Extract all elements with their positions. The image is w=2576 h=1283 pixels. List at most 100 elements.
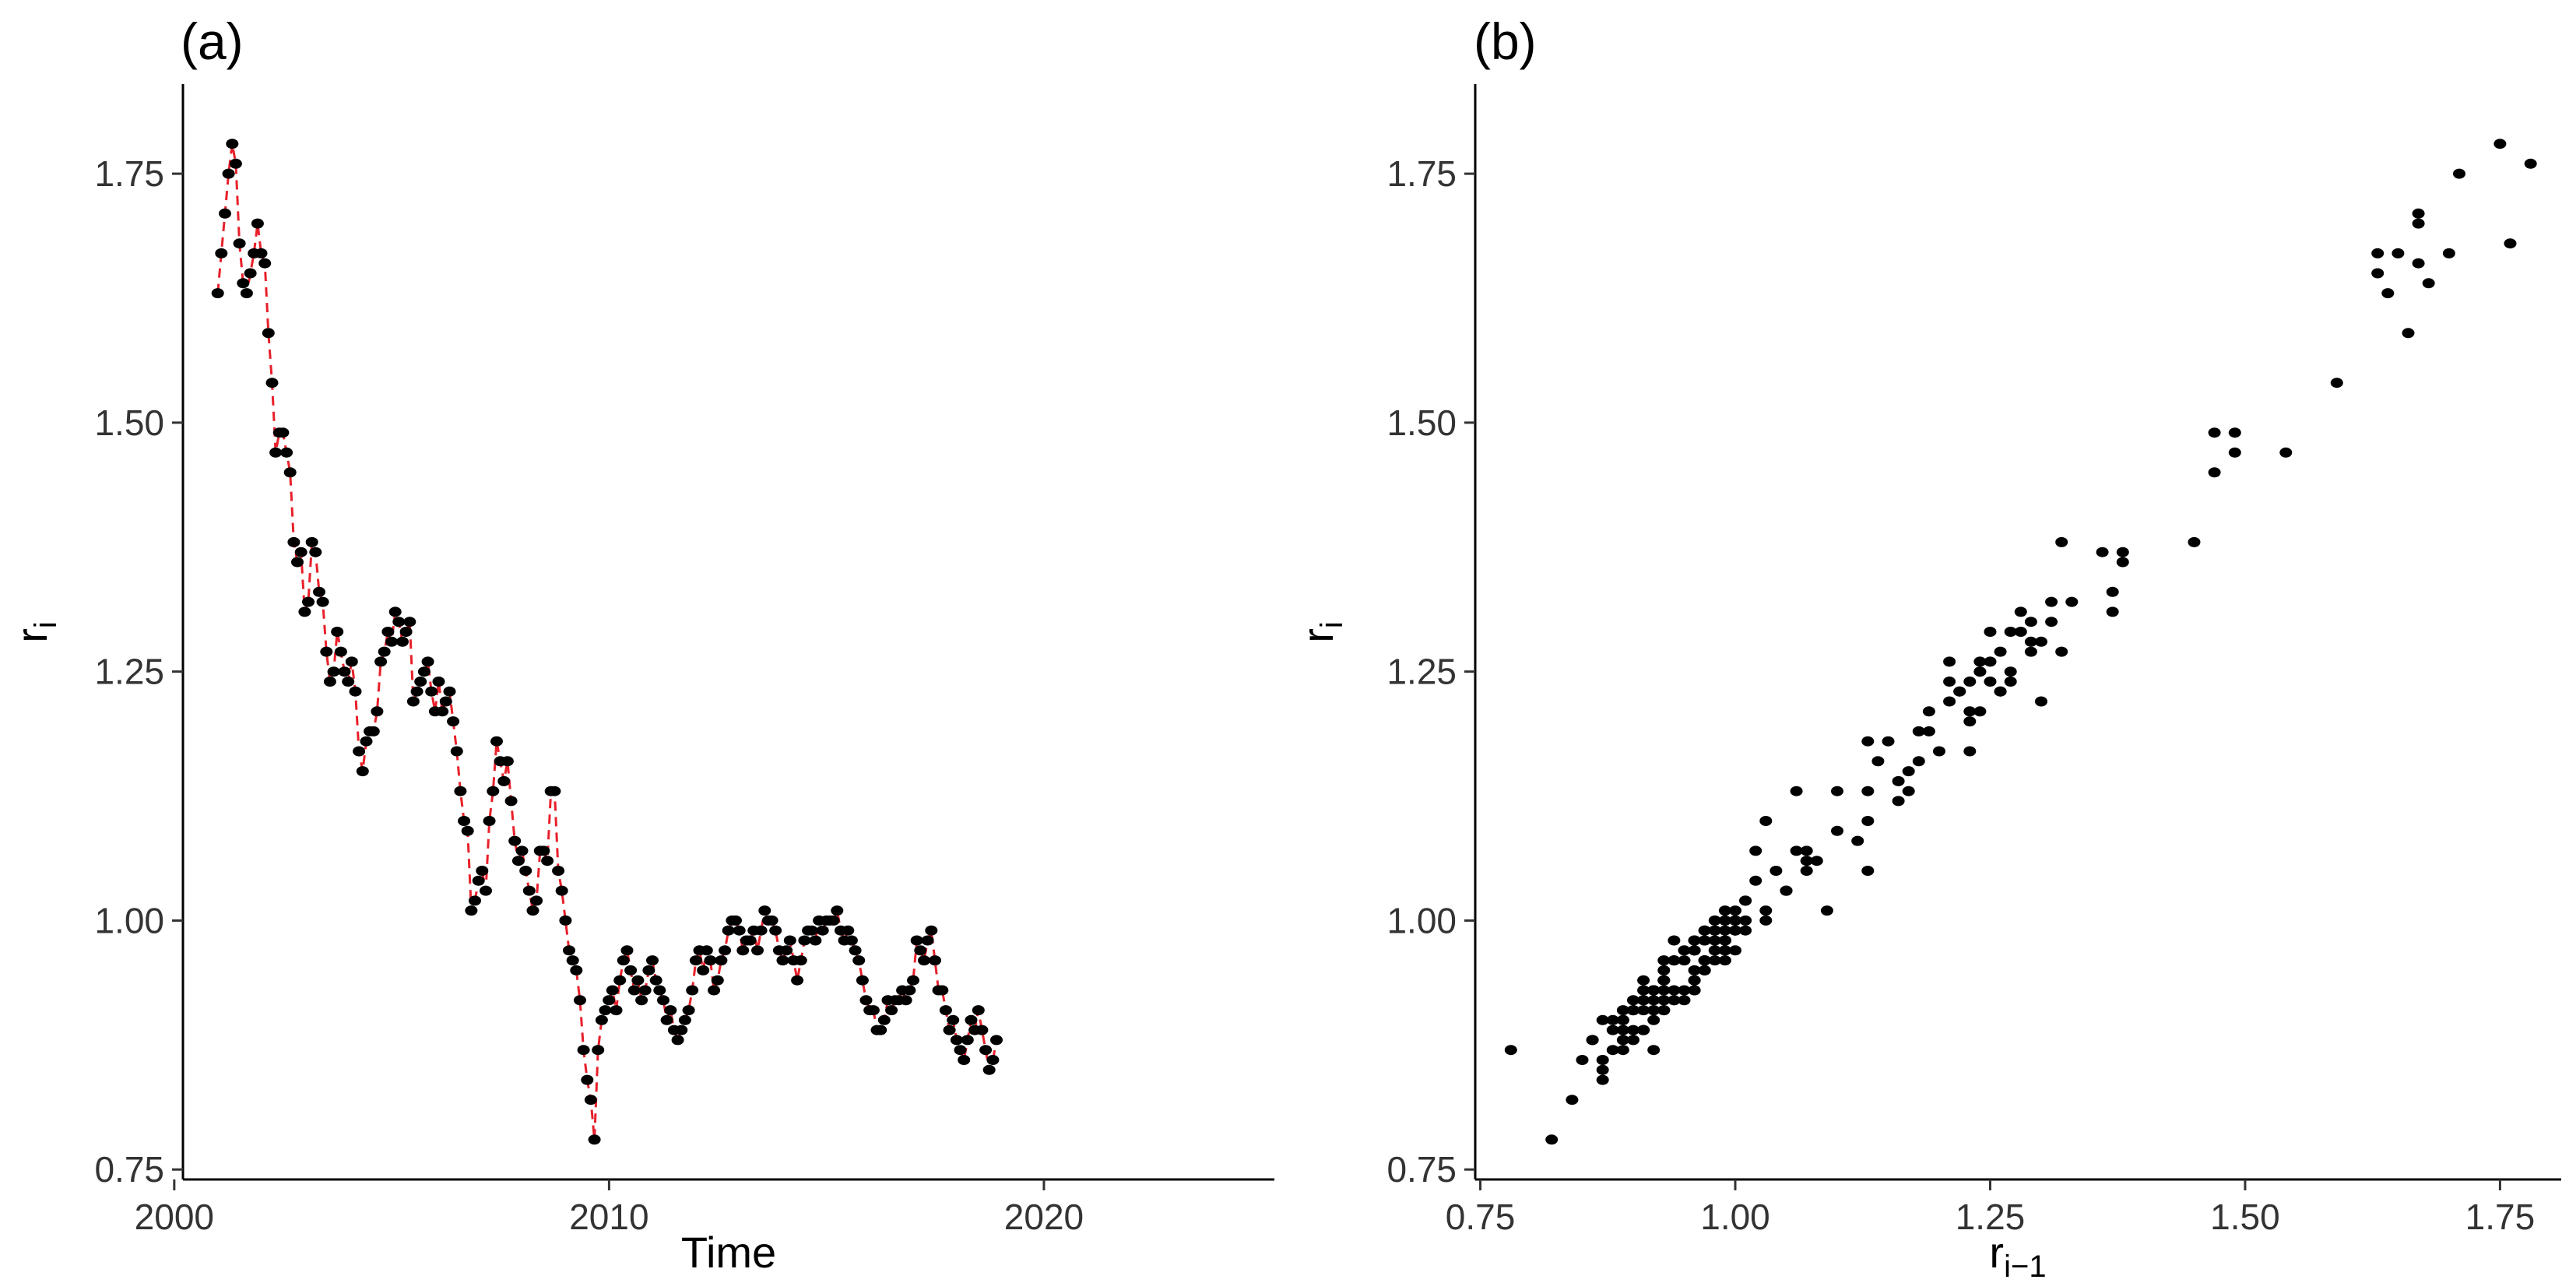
- panel-a-data-point: [454, 786, 467, 796]
- panel-a-data-point: [414, 677, 427, 687]
- panel-b-data-point: [1943, 656, 1956, 667]
- panel-b-data-point: [1780, 885, 1793, 896]
- panel-a-data-point: [566, 955, 579, 966]
- panel-a-points: [211, 139, 1003, 1145]
- panel-a-data-point: [338, 666, 351, 677]
- panel-a-data-point: [903, 985, 916, 996]
- panel-a-data-point: [262, 328, 275, 339]
- panel-b-data-point: [1698, 955, 1711, 966]
- panel-a-data-point: [309, 547, 322, 557]
- panel-a-data-point: [458, 816, 471, 826]
- panel-a-data-point: [769, 925, 782, 936]
- panel-a-data-point: [849, 945, 862, 956]
- panel-a-data-point: [276, 427, 290, 438]
- panel-b-data-point: [1922, 726, 1935, 736]
- panel-a-data-point: [751, 945, 764, 956]
- panel-b-data-point: [2381, 288, 2395, 299]
- panel-b-data-point: [2024, 617, 2037, 627]
- panel-a-data-point: [599, 1005, 612, 1016]
- panel-a-data-point: [371, 706, 384, 717]
- panel-a-data-point: [689, 955, 702, 966]
- panel-a-data-point: [990, 1035, 1003, 1046]
- panel-a-data-point: [334, 646, 347, 657]
- panel-b-data-point: [1943, 696, 1956, 707]
- panel-b-data-point: [2014, 606, 2027, 617]
- panel-a-y-ticks: 0.75 1.00 1.25 1.50 1.75: [94, 153, 183, 1190]
- panel-a-data-point: [283, 467, 297, 478]
- panel-b-data-point: [1566, 1095, 1579, 1105]
- panel-a-data-point: [349, 686, 362, 697]
- panel-a-data-point: [378, 646, 391, 657]
- panel-a-data-point: [291, 557, 304, 568]
- panel-b-data-point: [2065, 596, 2079, 607]
- panel-a-data-point: [646, 955, 659, 966]
- panel-b-y-tick-label: 1.50: [1386, 402, 1457, 443]
- panel-a-data-point: [320, 646, 333, 657]
- panel-b-data-point: [2014, 627, 2027, 637]
- panel-a-data-point: [226, 139, 239, 149]
- panel-b-data-point: [2055, 536, 2068, 547]
- panel-a-data-point: [530, 895, 543, 906]
- panel-a-data-point: [671, 1035, 684, 1046]
- panel-b-data-point: [2493, 139, 2507, 149]
- panel-b-data-point: [2371, 248, 2384, 258]
- panel-b-data-point: [1994, 686, 2007, 697]
- panel-a-data-point: [490, 736, 503, 747]
- panel-b-data-point: [2402, 328, 2415, 339]
- panel-b-data-point: [1688, 935, 1701, 946]
- panel-b-data-point: [1596, 1064, 1609, 1075]
- panel-b-data-point: [2116, 557, 2129, 568]
- panel-b-data-point: [1912, 726, 1925, 736]
- panel-b-data-point: [1616, 1035, 1629, 1046]
- panel-a-y-tick-label: 1.50: [94, 402, 164, 443]
- panel-b-data-point: [1861, 736, 1875, 747]
- panel-a: (a) 0.75 1.00 1.25 1.50 1.75 2000 2010 2020 Ti…: [7, 12, 1274, 1277]
- panel-a-data-point: [581, 1074, 594, 1085]
- panel-a-data-point: [715, 955, 728, 966]
- panel-b-data-point: [2035, 636, 2047, 647]
- panel-a-data-point: [885, 1005, 898, 1016]
- panel-b-x-tick-label: 1.00: [1700, 1197, 1770, 1237]
- panel-b-data-point: [1586, 1035, 1599, 1046]
- panel-a-data-point: [866, 1005, 880, 1016]
- panel-b-data-point: [1973, 706, 1987, 717]
- panel-a-data-point: [244, 268, 257, 279]
- panel-b-data-point: [1739, 925, 1752, 936]
- panel-b-data-point: [1729, 905, 1741, 916]
- panel-a-data-point: [765, 915, 778, 926]
- panel-b-data-point: [1616, 1005, 1629, 1016]
- panel-a-data-point: [682, 1005, 695, 1016]
- panel-a-data-point: [798, 935, 811, 946]
- panel-a-data-point: [631, 975, 645, 986]
- panel-a-data-point: [436, 706, 449, 717]
- panel-b-data-point: [1678, 955, 1691, 966]
- panel-b-data-point: [1861, 786, 1875, 796]
- panel-a-data-point: [791, 975, 804, 986]
- panel-b-data-point: [2442, 248, 2455, 258]
- panel-a-data-point: [570, 965, 583, 975]
- panel-a-data-point: [852, 955, 866, 966]
- panel-a-data-point: [298, 606, 311, 617]
- panel-a-data-point: [483, 816, 496, 826]
- panel-a-data-point: [222, 168, 235, 179]
- panel-b-data-point: [1708, 955, 1721, 966]
- panel-a-data-point: [497, 775, 511, 786]
- panel-a-data-point: [541, 856, 554, 866]
- panel-a-data-point: [487, 786, 500, 796]
- panel-a-data-point: [313, 586, 325, 597]
- panel-b-x-tick-label: 1.50: [2210, 1197, 2280, 1237]
- panel-b-data-point: [1902, 766, 1915, 777]
- panel-b-data-point: [1637, 995, 1650, 1006]
- panel-a-y-tick-label: 0.75: [94, 1149, 164, 1190]
- panel-b-y-tick-label: 1.75: [1386, 153, 1457, 194]
- panel-a-data-point: [711, 975, 724, 986]
- panel-b-data-point: [1657, 965, 1671, 975]
- panel-a-data-point: [947, 1014, 960, 1025]
- panel-a-data-point: [708, 985, 721, 996]
- panel-a-data-point: [374, 656, 388, 667]
- panel-b-data-point: [1953, 686, 1966, 697]
- panel-a-data-point: [392, 617, 406, 627]
- panel-b-data-point: [1596, 1014, 1609, 1025]
- panel-b-data-point: [1606, 1025, 1619, 1035]
